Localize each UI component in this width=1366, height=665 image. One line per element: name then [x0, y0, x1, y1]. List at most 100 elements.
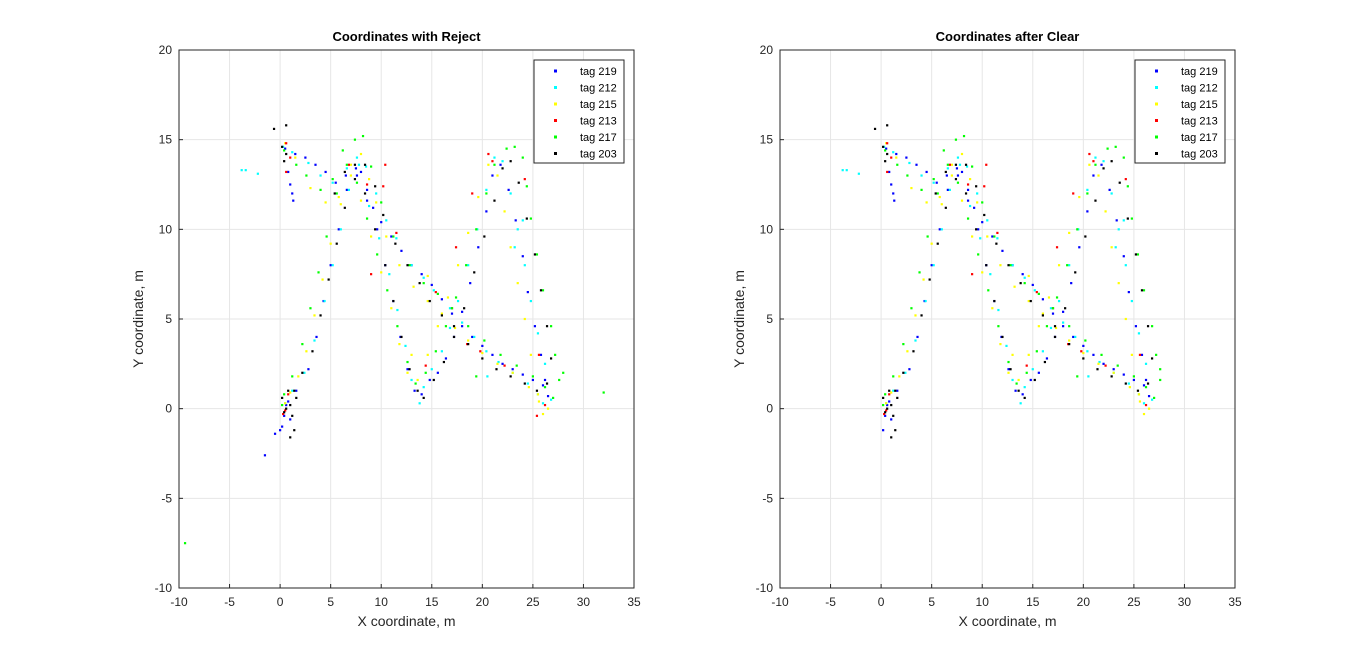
data-point	[546, 407, 550, 410]
data-point	[1142, 384, 1146, 387]
data-point	[376, 253, 379, 256]
data-point	[541, 412, 545, 416]
data-point	[1023, 276, 1026, 279]
y-tick-label: 10	[760, 222, 774, 236]
data-point	[1122, 219, 1125, 222]
data-point	[1064, 307, 1067, 310]
data-point	[908, 161, 911, 165]
data-point	[1027, 353, 1030, 356]
data-point	[526, 382, 529, 385]
data-point	[463, 307, 466, 310]
data-point	[906, 350, 909, 353]
data-point	[1137, 393, 1141, 396]
data-point	[452, 335, 456, 339]
data-point	[946, 167, 949, 170]
data-point	[1007, 371, 1010, 374]
data-point	[283, 160, 286, 163]
data-point	[890, 403, 893, 407]
data-point	[975, 228, 978, 231]
y-tick-label: 5	[766, 312, 773, 326]
data-point	[554, 353, 557, 356]
data-point	[285, 152, 288, 156]
x-axis-label: X coordinate, m	[958, 613, 1056, 629]
data-point	[1037, 325, 1040, 328]
data-point	[380, 221, 383, 224]
data-point	[523, 264, 526, 267]
data-point	[353, 163, 357, 166]
data-point	[1007, 368, 1010, 371]
data-point	[1142, 402, 1146, 405]
data-point	[1068, 339, 1071, 342]
data-point	[467, 343, 470, 346]
data-point	[327, 278, 330, 281]
data-point	[892, 375, 895, 378]
data-point	[1086, 350, 1089, 353]
data-point	[1015, 382, 1018, 385]
data-point	[892, 414, 895, 417]
data-point	[513, 246, 516, 249]
data-point	[279, 429, 282, 432]
y-tick-label: 0	[766, 402, 773, 416]
data-point	[475, 375, 478, 378]
data-point	[355, 156, 359, 159]
data-point	[1031, 283, 1034, 287]
data-point	[1144, 362, 1148, 365]
legend-marker	[1155, 86, 1158, 89]
data-point	[481, 351, 484, 355]
data-point	[363, 192, 367, 195]
data-point	[521, 156, 524, 159]
data-point	[465, 264, 468, 267]
data-point	[353, 178, 357, 181]
data-point	[434, 350, 437, 353]
data-point	[1092, 160, 1095, 163]
chart-title: Coordinates with Reject	[332, 29, 481, 44]
data-point	[966, 199, 970, 202]
data-point	[323, 299, 326, 303]
data-point	[434, 291, 437, 294]
data-point	[289, 403, 292, 407]
data-point	[1110, 246, 1113, 249]
data-point	[1146, 382, 1150, 385]
data-point	[410, 264, 413, 267]
data-point	[353, 138, 357, 141]
data-point	[301, 343, 304, 346]
data-point	[461, 310, 464, 313]
data-point	[920, 314, 923, 317]
data-point	[890, 391, 893, 394]
data-point	[971, 235, 974, 238]
y-tick-label: -5	[161, 491, 172, 505]
data-point	[1124, 317, 1127, 321]
data-point	[1126, 217, 1129, 220]
data-point	[493, 199, 496, 202]
data-point	[313, 314, 316, 317]
data-point	[1124, 382, 1127, 385]
data-point	[1127, 291, 1130, 294]
data-point	[934, 192, 937, 195]
data-point	[1134, 253, 1138, 256]
data-point	[493, 156, 496, 159]
data-point	[517, 181, 520, 184]
data-point	[1033, 289, 1036, 292]
data-point	[1023, 396, 1026, 400]
data-point	[1122, 156, 1125, 159]
data-point	[384, 264, 387, 267]
data-point	[448, 326, 452, 330]
data-point	[456, 299, 460, 303]
data-point	[339, 203, 342, 206]
data-point	[281, 396, 284, 400]
data-point	[471, 192, 474, 195]
data-point	[1072, 192, 1075, 195]
legend-label: tag 203	[1181, 149, 1218, 161]
data-point	[1097, 362, 1100, 365]
x-tick-label: 10	[976, 595, 990, 609]
x-tick-label: 25	[526, 595, 540, 609]
data-point	[1019, 402, 1022, 405]
data-point	[395, 237, 398, 240]
data-point	[1092, 174, 1095, 177]
data-point	[454, 246, 458, 249]
data-point	[886, 142, 889, 145]
data-point	[509, 375, 512, 378]
data-point	[999, 343, 1002, 346]
data-point	[289, 436, 292, 439]
data-point	[406, 264, 409, 267]
